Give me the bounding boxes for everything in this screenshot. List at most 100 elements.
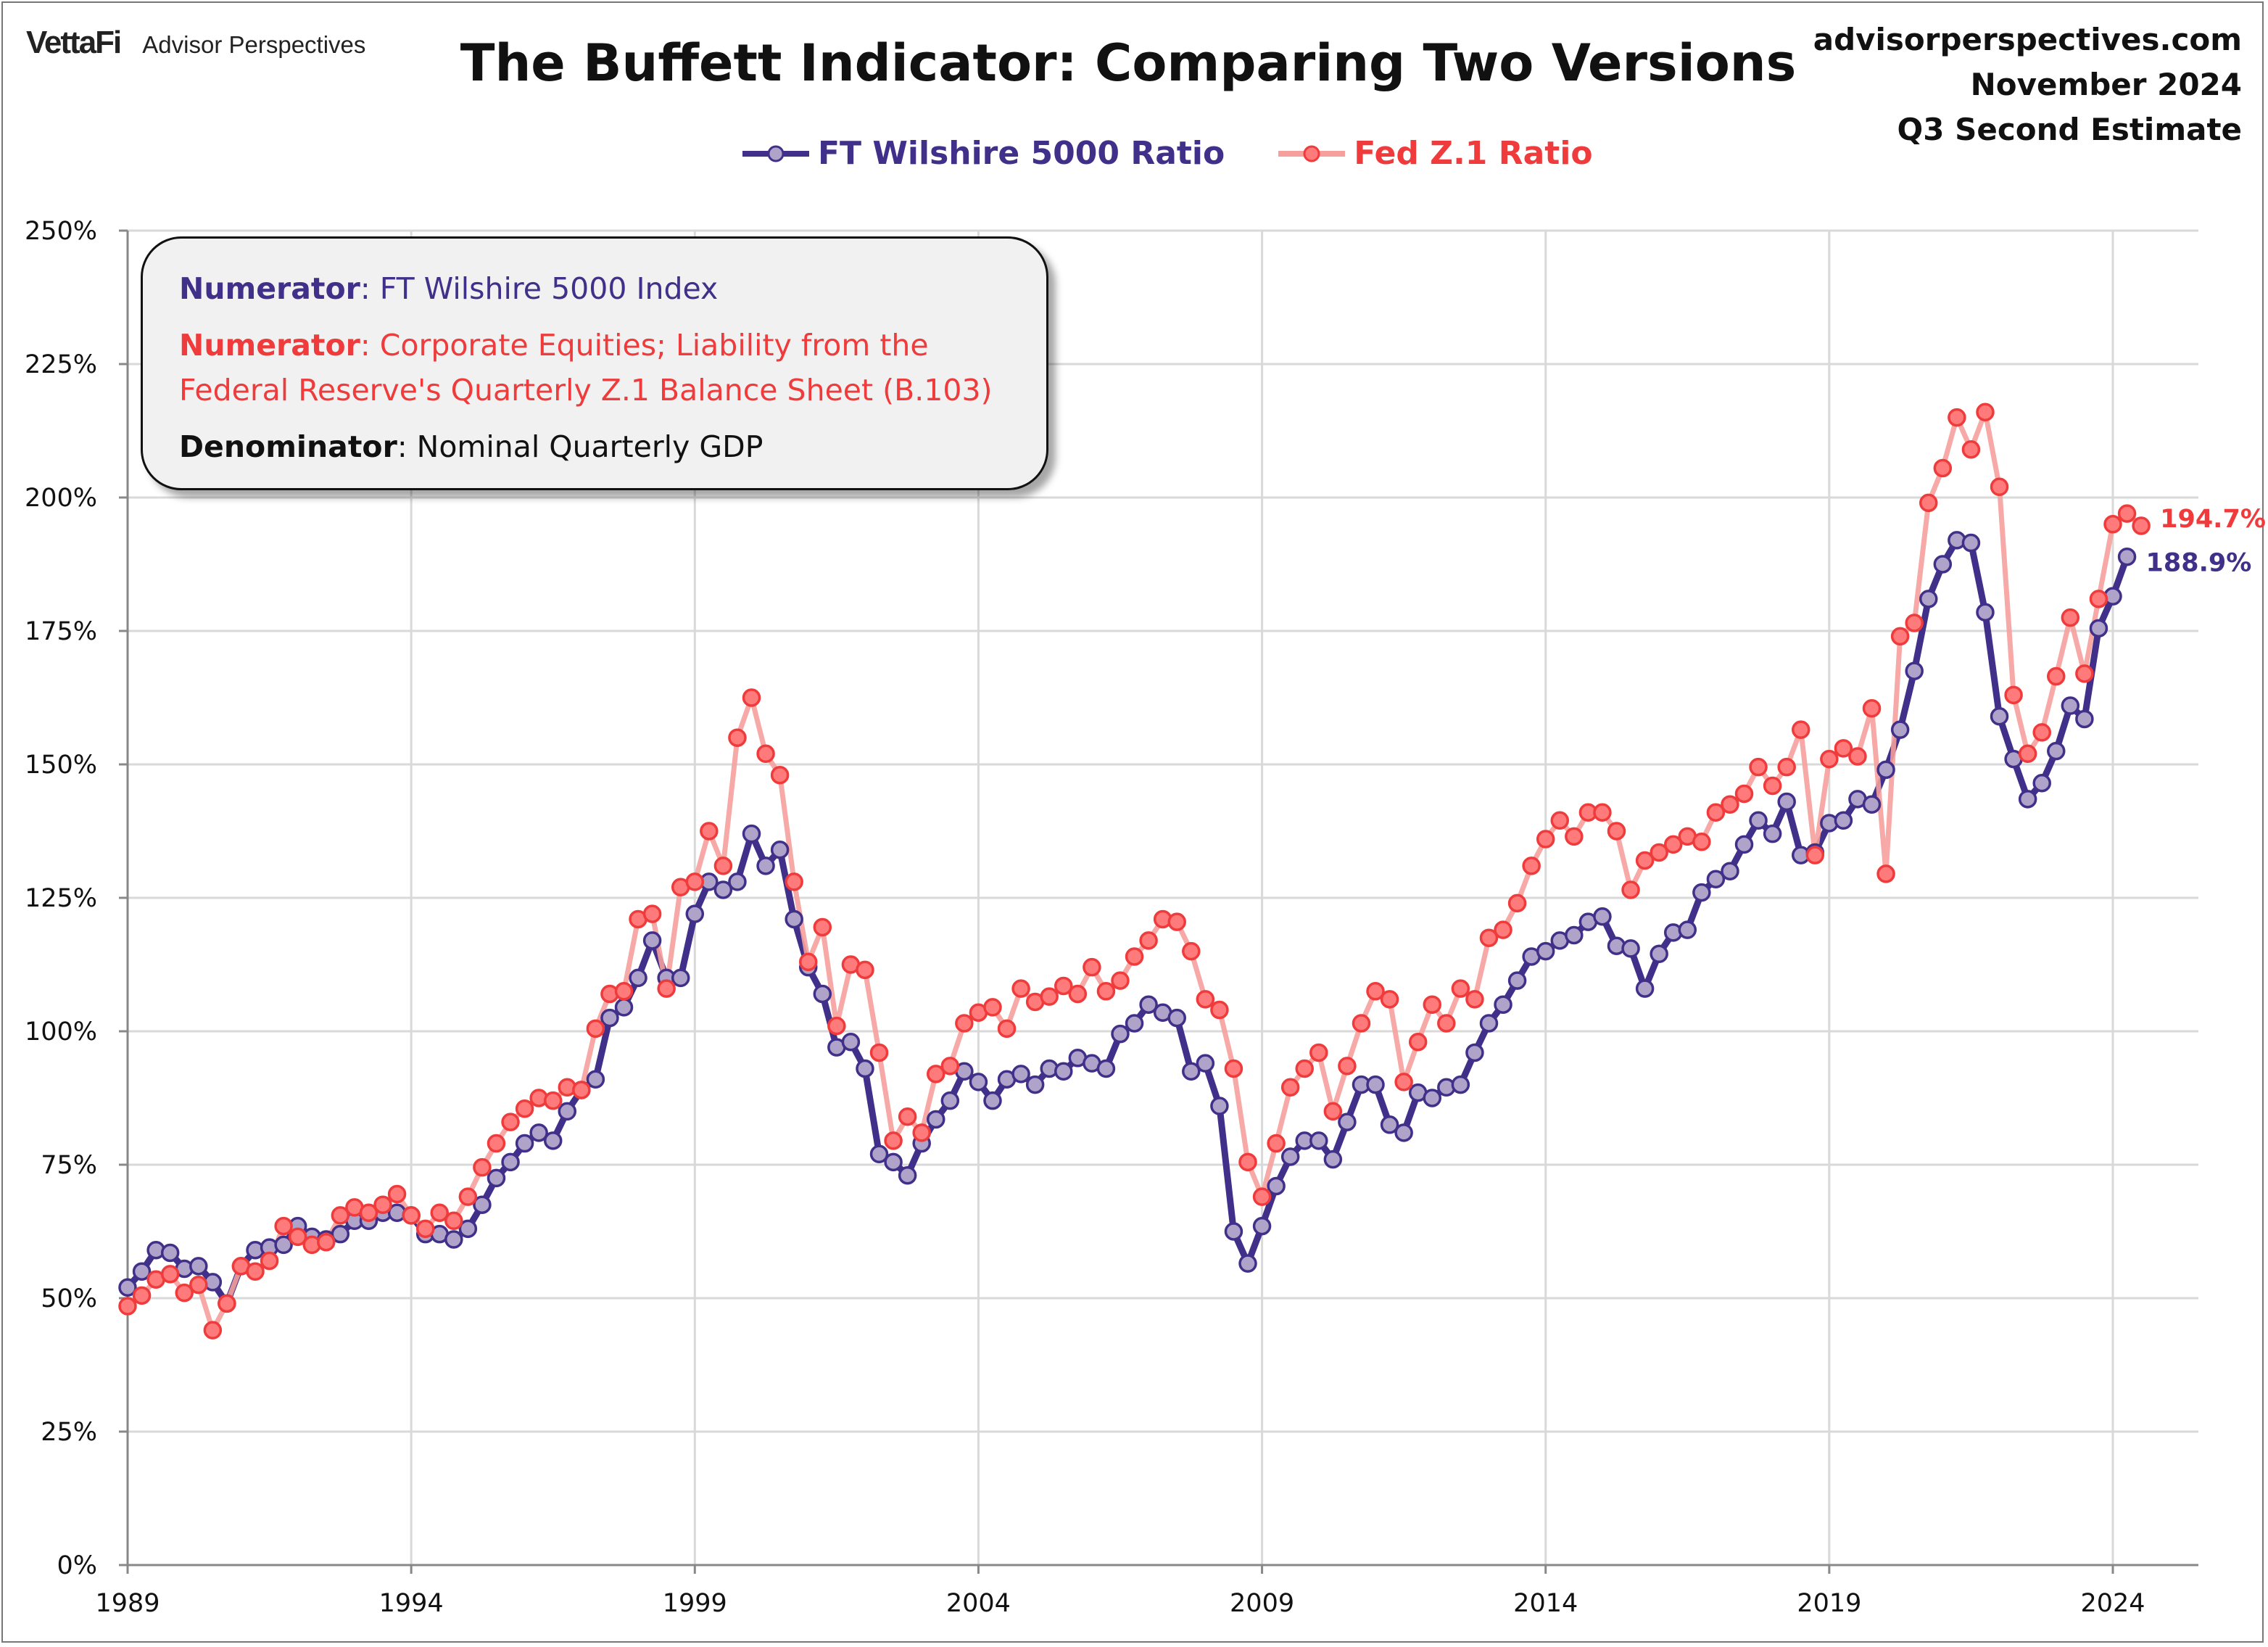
data-point-wilshire xyxy=(2075,709,2094,729)
data-point-fed xyxy=(515,1099,534,1118)
data-point-wilshire xyxy=(629,968,647,988)
series-markers-fed xyxy=(118,403,2151,1340)
data-point-wilshire xyxy=(884,1152,903,1172)
data-point-fed xyxy=(1139,931,1158,950)
end-value-label-fed: 194.7% xyxy=(2160,505,2266,534)
date-label: November 2024 xyxy=(1970,67,2242,102)
data-point-fed xyxy=(1465,990,1484,1009)
data-point-wilshire xyxy=(2047,741,2066,761)
data-point-fed xyxy=(1479,928,1499,947)
data-point-fed xyxy=(1734,784,1754,804)
data-point-fed xyxy=(785,872,803,891)
y-tick-label: 150% xyxy=(25,751,97,780)
data-point-fed xyxy=(1423,995,1442,1014)
data-point-wilshire xyxy=(983,1091,1002,1110)
data-point-fed xyxy=(487,1134,506,1153)
data-point-wilshire xyxy=(2018,790,2037,809)
data-point-fed xyxy=(827,1016,846,1036)
data-point-fed xyxy=(955,1014,974,1033)
data-point-fed xyxy=(118,1297,137,1316)
data-point-wilshire xyxy=(1394,1123,1413,1142)
data-point-fed xyxy=(586,1019,605,1039)
end-value-label-wilshire: 188.9% xyxy=(2146,549,2252,578)
data-point-wilshire xyxy=(856,1059,874,1078)
numerator-text: : FT Wilshire 5000 Index xyxy=(360,271,719,306)
data-point-fed xyxy=(1011,979,1030,998)
data-point-wilshire xyxy=(1167,1008,1186,1028)
data-point-fed xyxy=(1565,827,1584,846)
data-point-fed xyxy=(260,1251,279,1271)
series-line-fed xyxy=(125,409,2143,1333)
source-site: advisorperspectives.com xyxy=(1813,22,2242,57)
data-point-fed xyxy=(1791,720,1810,739)
y-tick-label: 0% xyxy=(57,1551,97,1580)
data-point-wilshire xyxy=(1706,870,1726,888)
legend-wilshire-marker-icon xyxy=(742,145,809,162)
data-point-wilshire xyxy=(132,1262,152,1281)
legend-fed-marker-icon xyxy=(1278,145,1346,162)
data-point-fed xyxy=(1267,1134,1286,1153)
data-point-fed xyxy=(1820,749,1839,769)
y-tick-label: 125% xyxy=(25,884,97,913)
data-point-fed xyxy=(1182,941,1201,961)
legend-item-wilshire: FT Wilshire 5000 Ratio xyxy=(740,135,1225,172)
data-point-fed xyxy=(2061,608,2080,627)
x-tick-label: 1989 xyxy=(95,1589,160,1618)
data-point-fed xyxy=(1607,822,1626,841)
data-point-wilshire xyxy=(1635,979,1655,998)
data-point-wilshire xyxy=(770,841,790,859)
data-point-wilshire xyxy=(841,1032,861,1052)
estimate-label: Q3 Second Estimate xyxy=(1897,112,2242,147)
data-point-fed xyxy=(940,1057,960,1076)
data-point-wilshire xyxy=(2032,774,2051,793)
data-point-fed xyxy=(898,1107,917,1126)
data-point-fed xyxy=(798,952,818,972)
data-point-wilshire xyxy=(1876,760,1895,780)
data-point-wilshire xyxy=(728,872,747,891)
data-point-wilshire xyxy=(1494,995,1512,1014)
data-point-fed xyxy=(1706,803,1726,822)
chart-title: The Buffett Indicator: Comparing Two Ver… xyxy=(0,33,2268,93)
data-point-wilshire xyxy=(1366,1075,1385,1094)
data-point-wilshire xyxy=(1933,555,1953,574)
chart-title-text: The Buffett Indicator: Comparing Two Ver… xyxy=(460,33,1797,93)
data-point-fed xyxy=(1834,739,1853,758)
data-point-fed xyxy=(1494,920,1512,939)
data-point-fed xyxy=(1961,440,1981,459)
data-point-fed xyxy=(317,1232,336,1252)
data-point-fed xyxy=(983,998,1002,1017)
data-point-wilshire xyxy=(2061,696,2080,715)
data-point-fed xyxy=(1309,1043,1328,1062)
x-tick-label: 1999 xyxy=(663,1589,727,1618)
data-point-fed xyxy=(543,1091,563,1110)
series-markers-wilshire xyxy=(118,531,2137,1313)
data-point-fed xyxy=(1663,835,1683,854)
data-point-fed xyxy=(1876,864,1895,883)
data-point-wilshire xyxy=(1224,1222,1243,1241)
data-point-fed xyxy=(2103,515,2122,534)
data-point-fed xyxy=(756,744,775,764)
logo: VettaFi Advisor Perspectives xyxy=(26,25,365,61)
y-tick-label: 250% xyxy=(25,217,97,246)
x-tick-label: 2019 xyxy=(1797,1589,1861,1618)
data-point-wilshire xyxy=(2089,619,2108,638)
data-point-fed xyxy=(444,1211,463,1231)
data-point-wilshire xyxy=(331,1224,350,1244)
legend-wilshire-label: FT Wilshire 5000 Ratio xyxy=(818,135,1225,172)
data-point-fed xyxy=(430,1203,450,1222)
data-point-wilshire xyxy=(1536,941,1555,961)
data-point-fed xyxy=(1749,757,1768,777)
data-point-wilshire xyxy=(1763,824,1782,843)
data-point-wilshire xyxy=(1309,1131,1328,1150)
denominator-label: Denominator xyxy=(179,429,397,464)
data-point-fed xyxy=(1196,990,1215,1009)
data-point-fed xyxy=(203,1321,223,1340)
data-point-fed xyxy=(1905,614,1924,632)
legend: FT Wilshire 5000 Ratio Fed Z.1 Ratio xyxy=(740,135,1593,172)
data-point-wilshire xyxy=(1011,1065,1030,1083)
data-point-fed xyxy=(1323,1102,1343,1121)
data-point-wilshire xyxy=(1905,661,1924,680)
data-point-wilshire xyxy=(1252,1216,1272,1236)
data-point-fed xyxy=(2132,516,2151,535)
x-tick-label: 2024 xyxy=(2080,1589,2145,1618)
